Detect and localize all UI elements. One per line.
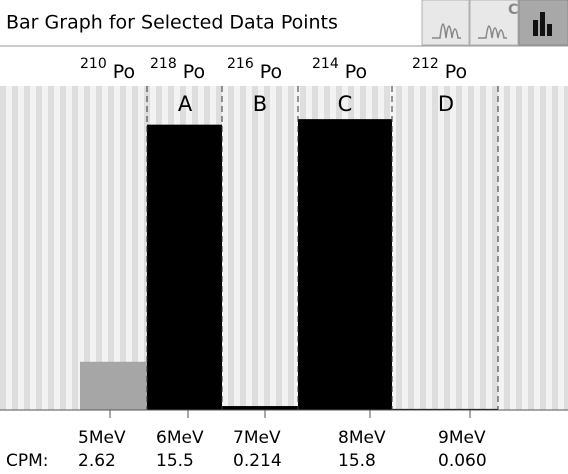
value-label: 15.8 [338,451,376,471]
region-label: D [438,92,454,116]
toolbar: C [421,0,568,46]
isotope-mass: 216 [227,56,254,72]
isotope-symbol: Po [445,61,467,83]
isotope-label: 218 Po [150,56,205,83]
isotope-symbol: Po [183,61,205,83]
bar [222,406,298,410]
value-label: 15.5 [156,451,194,471]
compare-badge: C [508,2,518,18]
bar-icon [533,12,552,36]
x-tick-label: 7MeV [233,428,281,448]
isotope-symbol: Po [113,61,135,83]
isotope-symbol: Po [260,61,282,83]
spectrum-button[interactable] [421,0,470,46]
region-label: B [253,92,267,116]
bar-button[interactable] [518,0,568,46]
isotope-symbol: Po [345,61,367,83]
isotope-mass: 214 [312,56,339,72]
region-label: C [338,92,353,116]
title: Bar Graph for Selected Data Points [6,12,338,34]
region-label: A [178,92,193,116]
bar [147,124,222,410]
x-tick-label: 9MeV [438,428,486,448]
value-label: 0.060 [438,451,487,471]
isotope-label: 216 Po [227,56,282,83]
bar [392,408,498,410]
value-label: 2.62 [78,451,116,471]
bar [298,119,392,411]
plot-background [0,86,568,410]
isotope-label: 212 Po [412,56,467,83]
isotope-mass: 210 [80,56,107,72]
value-caption: CPM: [6,451,49,471]
bar [80,361,147,410]
compare-icon [478,25,507,39]
isotope-mass: 212 [412,56,439,72]
isotope-mass: 218 [150,56,177,72]
spectrum-icon [432,23,461,39]
x-tick-label: 6MeV [156,428,204,448]
isotope-label: 210 Po [80,56,135,83]
x-tick-label: 5MeV [78,428,126,448]
x-tick-label: 8MeV [338,428,386,448]
value-label: 0.214 [233,451,282,471]
isotope-label: 214 Po [312,56,367,83]
